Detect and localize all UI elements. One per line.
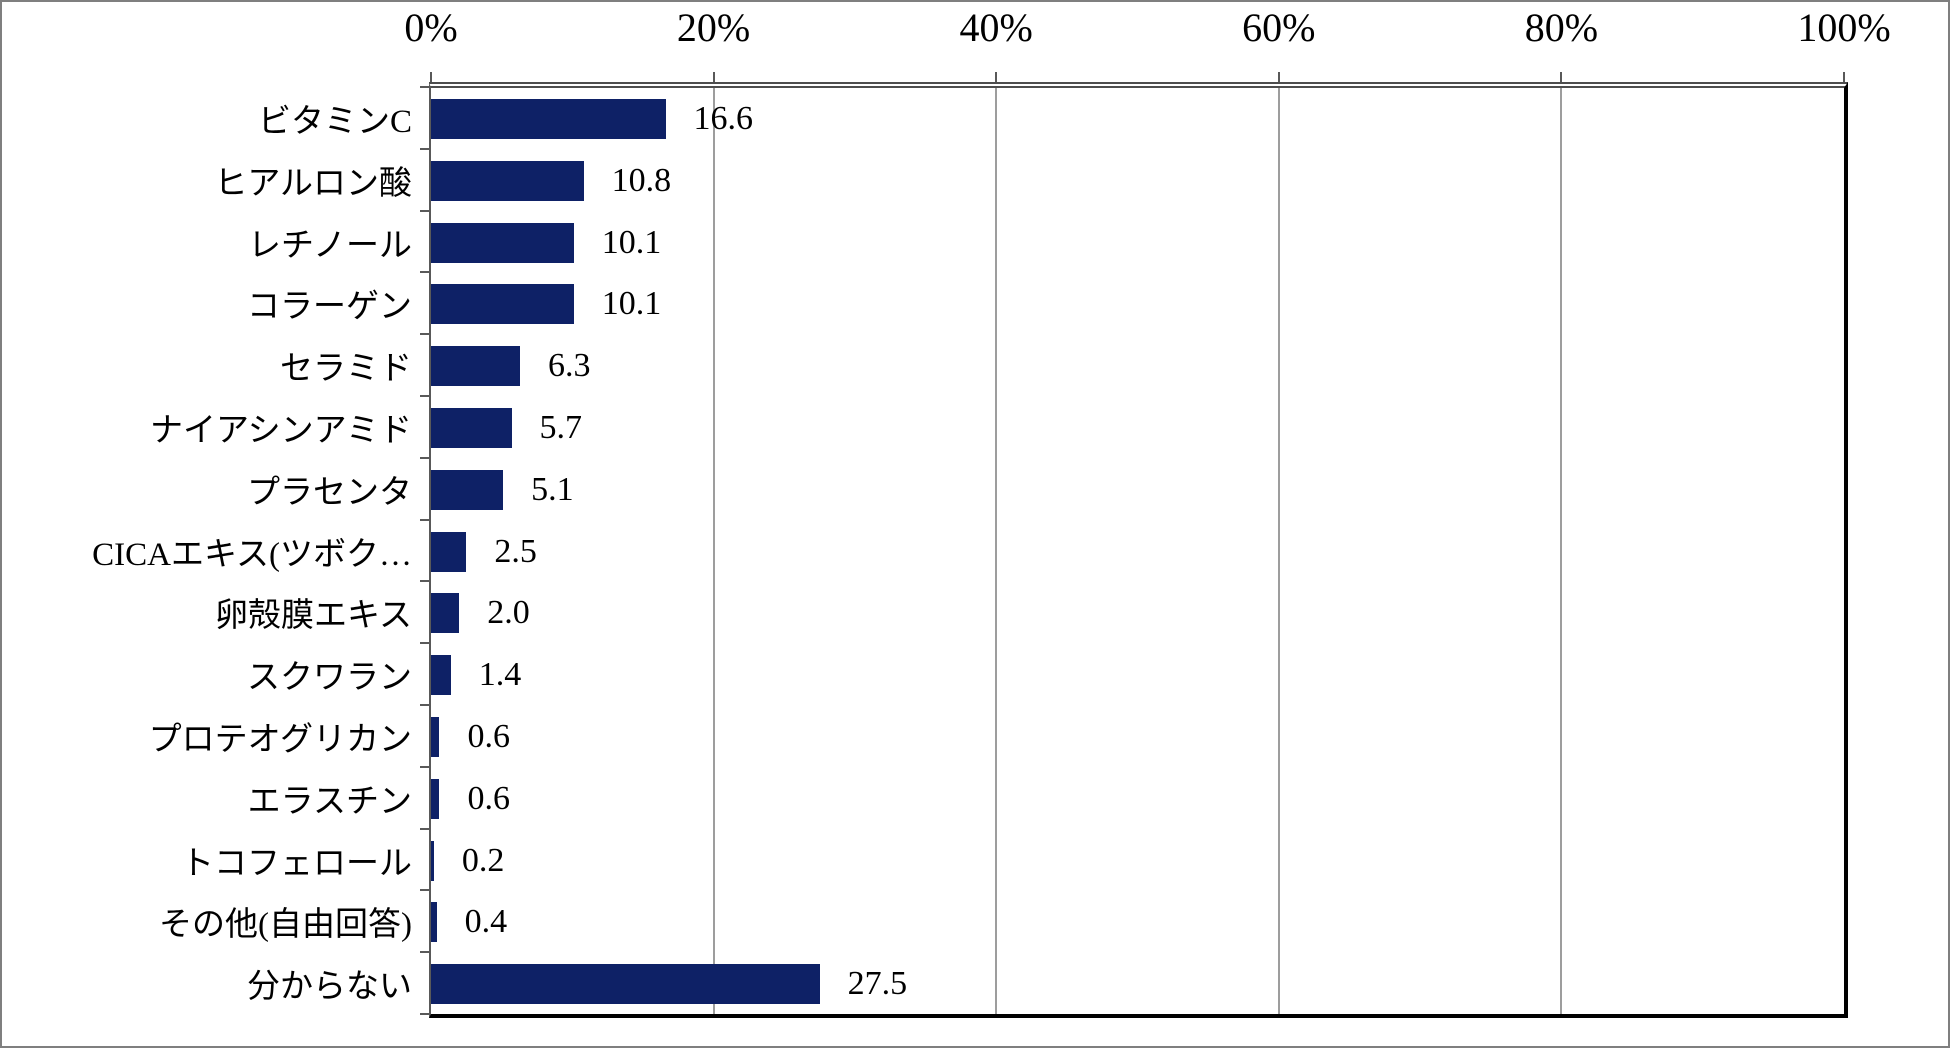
category-axis-tick-mark bbox=[420, 580, 430, 583]
value-label: 1.4 bbox=[478, 656, 522, 694]
plot-area: 16.6 10.8 10.1 10.1 6.3 5.7 5.1 2.5 2.0 1.4 0.6 0.6… bbox=[429, 82, 1848, 1018]
value-label: 0.6 bbox=[467, 718, 510, 755]
value-label: 16.6 bbox=[693, 100, 754, 137]
category-axis-tick-mark bbox=[420, 456, 430, 459]
gridline bbox=[1560, 88, 1563, 1014]
bar bbox=[431, 593, 460, 634]
x-axis-tick-label: 100% bbox=[1797, 5, 1891, 50]
category-label: 卵殻膜エキス bbox=[214, 598, 412, 635]
category-label: スクワラン bbox=[247, 660, 412, 697]
category-label: レチノール bbox=[247, 227, 412, 264]
category-label: セラミド bbox=[280, 351, 412, 388]
bar bbox=[431, 964, 820, 1005]
category-label: プロテオグリカン bbox=[148, 722, 412, 758]
bar bbox=[431, 407, 512, 448]
x-axis-tick-mark bbox=[1560, 72, 1563, 84]
bar bbox=[431, 469, 504, 510]
gridline bbox=[712, 88, 715, 1014]
category-axis-tick-mark bbox=[420, 147, 430, 150]
bar bbox=[431, 531, 467, 572]
category-label: エラスチン bbox=[247, 783, 412, 820]
value-label: 6.3 bbox=[548, 347, 591, 385]
gridline bbox=[995, 88, 998, 1014]
bar bbox=[431, 98, 666, 139]
category-axis-tick-mark bbox=[420, 209, 430, 212]
category-axis-tick-mark bbox=[420, 1013, 430, 1015]
bar bbox=[431, 655, 451, 696]
category-label: プラセンタ bbox=[247, 474, 412, 511]
bar bbox=[431, 902, 437, 943]
bar bbox=[431, 222, 574, 263]
value-label: 5.7 bbox=[539, 409, 583, 446]
category-label: 分からない bbox=[247, 969, 412, 1006]
category-axis-tick-mark bbox=[420, 271, 430, 274]
category-label: コラーゲン bbox=[247, 289, 412, 326]
value-label: 5.1 bbox=[531, 470, 574, 508]
category-axis-tick-mark bbox=[420, 395, 430, 397]
value-label: 2.0 bbox=[487, 594, 530, 632]
x-axis-tick-label: 20% bbox=[676, 5, 751, 50]
category-label: ナイアシンアミド bbox=[149, 413, 412, 449]
x-axis-tick-label: 40% bbox=[959, 5, 1033, 50]
x-axis-tick-mark bbox=[1843, 72, 1845, 84]
category-label: その他(自由回答) bbox=[159, 907, 412, 944]
bar bbox=[431, 160, 584, 201]
category-axis-tick-mark bbox=[420, 333, 430, 336]
bar bbox=[431, 778, 440, 819]
value-label: 10.1 bbox=[601, 285, 662, 323]
x-axis-tick-label: 80% bbox=[1524, 5, 1599, 50]
value-label: 0.2 bbox=[461, 841, 505, 879]
category-label: ヒアルロン酸 bbox=[214, 165, 412, 202]
category-axis-tick-mark bbox=[420, 642, 430, 645]
value-label: 10.8 bbox=[611, 161, 672, 199]
value-label: 10.1 bbox=[601, 223, 662, 261]
x-axis-tick-mark bbox=[430, 72, 432, 84]
bar bbox=[431, 284, 574, 325]
x-axis-tick-mark bbox=[712, 72, 715, 84]
category-axis-tick-mark bbox=[420, 951, 430, 954]
bar bbox=[431, 346, 521, 387]
category-axis-tick-mark bbox=[420, 704, 430, 706]
x-axis-tick-label: 0% bbox=[404, 5, 458, 50]
category-label: CICAエキス(ツボク… bbox=[92, 536, 412, 573]
bar bbox=[431, 840, 434, 881]
category-axis-tick-mark bbox=[420, 889, 430, 892]
category-axis-tick-mark bbox=[420, 86, 430, 88]
category-label: トコフェロール bbox=[181, 845, 412, 882]
category-axis-tick-mark bbox=[420, 765, 430, 768]
bar bbox=[431, 716, 440, 757]
value-label: 0.6 bbox=[467, 779, 510, 817]
category-label: ビタミンC bbox=[257, 104, 412, 140]
x-axis-tick-mark bbox=[1277, 72, 1280, 84]
value-label: 0.4 bbox=[464, 903, 508, 941]
category-axis-tick-mark bbox=[420, 518, 430, 521]
value-label: 2.5 bbox=[494, 532, 537, 570]
x-axis-tick-label: 60% bbox=[1242, 5, 1316, 50]
value-label: 27.5 bbox=[847, 965, 908, 1003]
gridline bbox=[1277, 88, 1280, 1014]
category-axis-tick-mark bbox=[420, 827, 430, 830]
x-axis-tick-mark bbox=[995, 72, 998, 84]
